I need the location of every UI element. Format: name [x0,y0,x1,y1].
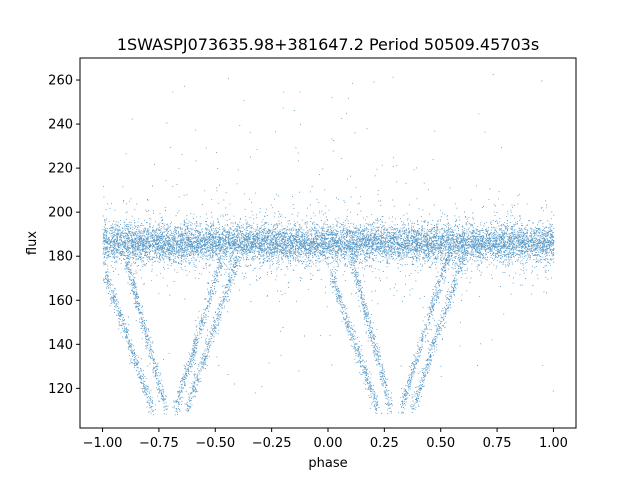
x-tick-label: −0.75 [139,436,179,451]
y-axis: 120 140 160 180 200 220 240 260 [48,74,80,397]
x-tick-label: −0.25 [252,436,292,451]
x-tick-label: 1.00 [539,436,568,451]
y-tick-label: 200 [48,206,73,221]
x-tick-label: 0.75 [483,436,512,451]
x-tick-label: 0.50 [426,436,455,451]
y-tick-label: 120 [48,382,73,397]
x-tick-label: −0.50 [195,436,235,451]
y-tick-label: 240 [48,118,73,133]
x-tick-label: 0.00 [314,436,343,451]
x-tick-label: 0.25 [370,436,399,451]
chart-title: 1SWASPJ073635.98+381647.2 Period 50509.4… [117,35,539,54]
y-tick-label: 220 [48,162,73,177]
y-tick-label: 160 [48,294,73,309]
x-axis: −1.00 −0.75 −0.50 −0.25 0.00 0.25 0.50 0.75 1.00 [83,428,568,451]
x-tick-label: −1.00 [83,436,123,451]
x-axis-title: phase [308,456,347,471]
y-tick-label: 260 [48,74,73,89]
y-tick-label: 140 [48,338,73,353]
flux-point-cloud [102,74,555,416]
y-axis-title: flux [25,231,40,255]
y-tick-label: 180 [48,250,73,265]
scatter-points [102,74,555,416]
